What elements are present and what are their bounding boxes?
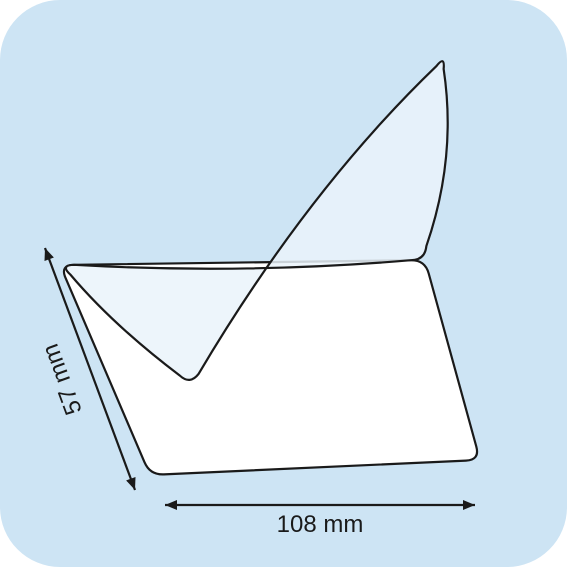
diagram-canvas: 108 mm 57 mm (0, 0, 567, 567)
width-label: 108 mm (277, 511, 364, 538)
pocket-diagram: 108 mm 57 mm (0, 0, 567, 567)
